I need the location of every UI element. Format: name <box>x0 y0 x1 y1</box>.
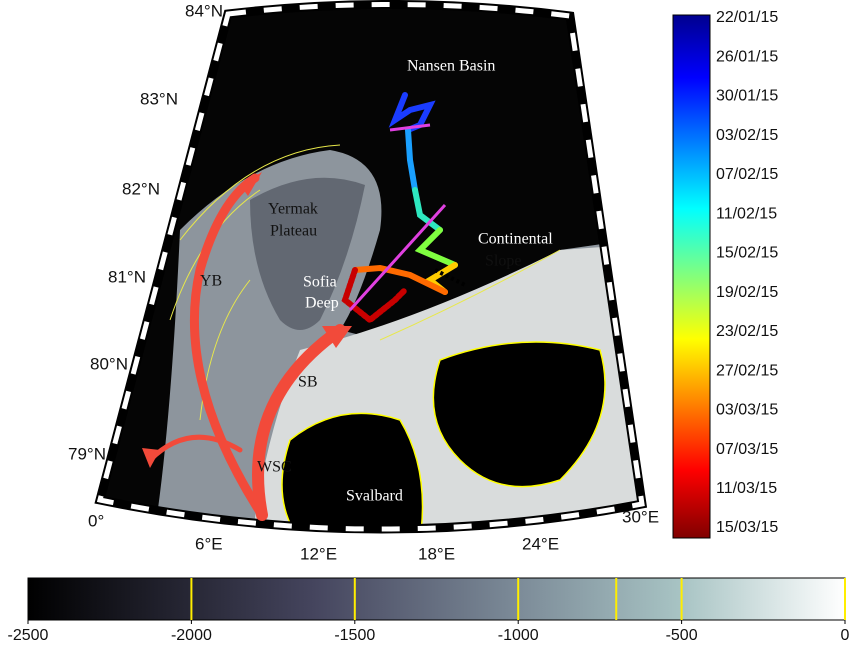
date-label: 15/03/15 <box>716 519 778 536</box>
date-label: 23/02/15 <box>716 323 778 340</box>
lon-label: 12°E <box>300 544 337 563</box>
lat-label: 82°N <box>122 179 160 198</box>
date-label: 07/02/15 <box>716 166 778 183</box>
lat-label: 80°N <box>90 354 128 373</box>
depth-colorbar <box>27 577 846 621</box>
lon-label: 0° <box>88 511 104 530</box>
place-label: Nansen Basin <box>407 58 495 75</box>
depth-tick-label: -500 <box>666 627 698 644</box>
depth-tick-label: -1000 <box>498 627 539 644</box>
lon-label: 18°E <box>418 544 455 563</box>
lon-label: 6°E <box>195 534 223 553</box>
section-line <box>348 123 447 312</box>
place-label: SB <box>298 374 318 391</box>
place-label: Continental <box>478 231 553 248</box>
depth-tick-label: -2500 <box>8 627 49 644</box>
date-label: 22/01/15 <box>716 9 778 26</box>
lat-label: 84°N <box>185 1 223 20</box>
depth-tick-label: -1500 <box>334 627 375 644</box>
place-label: Slope <box>485 253 521 270</box>
place-label: Yermak <box>268 201 318 218</box>
lon-label: 24°E <box>522 534 559 553</box>
depth-tick-label: -2000 <box>171 627 212 644</box>
date-label: 30/01/15 <box>716 88 778 105</box>
arrow-heads <box>142 172 352 468</box>
date-label: 03/02/15 <box>716 127 778 144</box>
place-label: Plateau <box>270 223 317 240</box>
place-label: YB <box>200 273 222 290</box>
place-label: WSC <box>257 459 292 476</box>
lon-label: 30°E <box>622 507 659 526</box>
date-label: 19/02/15 <box>716 284 778 301</box>
date-label: 15/02/15 <box>716 245 778 262</box>
place-label: Deep <box>305 295 339 312</box>
date-label: 26/01/15 <box>716 48 778 65</box>
float-track <box>341 92 458 324</box>
lat-label: 79°N <box>68 444 106 463</box>
date-label: 07/03/15 <box>716 441 778 458</box>
date-label: 03/03/15 <box>716 402 778 419</box>
lat-label: 81°N <box>108 267 146 286</box>
map-body <box>100 4 642 530</box>
map-frame-dash <box>96 1 645 532</box>
place-label: Sofia <box>303 274 337 291</box>
depth-tick-label: 0 <box>841 627 850 644</box>
date-label: 11/02/15 <box>716 205 777 222</box>
lat-label: 83°N <box>140 89 178 108</box>
place-label: Svalbard <box>346 488 403 505</box>
date-label: 27/02/15 <box>716 362 778 379</box>
date-colorbar <box>672 14 711 539</box>
date-label: 11/03/15 <box>716 480 777 497</box>
